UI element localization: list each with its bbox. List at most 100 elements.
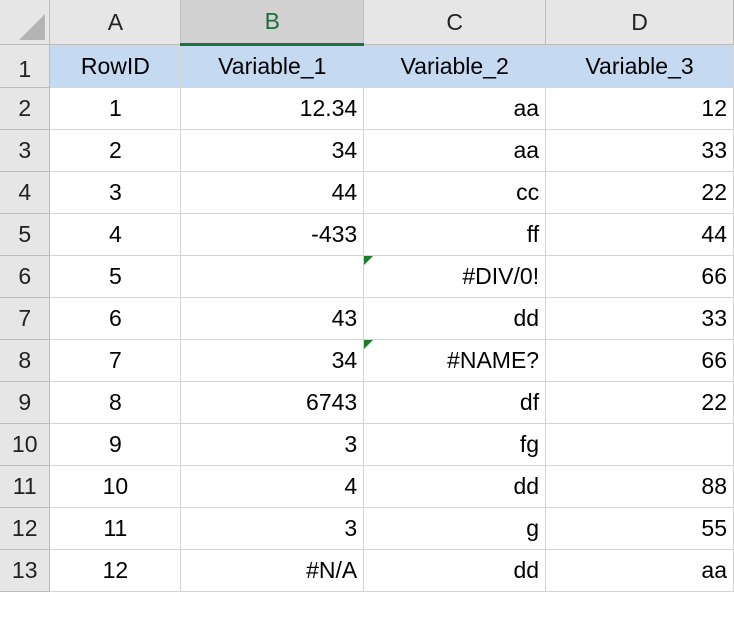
cell-d[interactable]: 66: [545, 339, 734, 382]
cell-c[interactable]: dd: [363, 549, 547, 592]
column-header-d[interactable]: D: [545, 0, 734, 45]
cell-b[interactable]: 12.34: [180, 87, 365, 130]
cell-c[interactable]: dd: [363, 297, 547, 340]
cell-d[interactable]: 66: [545, 255, 734, 298]
cell-value: 8: [109, 389, 122, 415]
cell-a[interactable]: 2: [49, 129, 182, 172]
cell-b[interactable]: 4: [180, 465, 365, 508]
cell-value: 3: [109, 179, 122, 205]
table-row: 4 3 44 cc 22: [0, 171, 734, 214]
cell-value: #DIV/0!: [462, 263, 540, 289]
cell-d[interactable]: 22: [545, 381, 734, 424]
row-header[interactable]: 6: [0, 255, 51, 298]
cell-a[interactable]: 5: [49, 255, 182, 298]
cell-value: 7: [18, 305, 32, 331]
row-header[interactable]: 13: [0, 549, 51, 592]
cell-value: 43: [331, 305, 358, 331]
row-header[interactable]: 9: [0, 381, 51, 424]
cell-d[interactable]: 22: [545, 171, 734, 214]
cell-value: 4: [109, 221, 122, 247]
cell-d1[interactable]: Variable_3: [545, 44, 734, 88]
cell-d[interactable]: 55: [545, 507, 734, 550]
cell-d[interactable]: 33: [545, 297, 734, 340]
table-row: 10 9 3 fg: [0, 423, 734, 466]
cell-c[interactable]: aa: [363, 87, 547, 130]
cell-b[interactable]: 3: [180, 423, 365, 466]
cell-value: 10: [102, 473, 129, 499]
cell-c[interactable]: aa: [363, 129, 547, 172]
cell-a[interactable]: 10: [49, 465, 182, 508]
cell-a[interactable]: 11: [49, 507, 182, 550]
row-header[interactable]: 2: [0, 87, 51, 130]
cell-b[interactable]: 44: [180, 171, 365, 214]
column-header-b[interactable]: B: [180, 0, 365, 46]
cell-b[interactable]: [180, 255, 365, 298]
row-header[interactable]: 7: [0, 297, 51, 340]
error-indicator-icon[interactable]: [364, 340, 374, 349]
cell-b[interactable]: 3: [180, 507, 365, 550]
cell-c[interactable]: df: [363, 381, 547, 424]
cell-value: ff: [526, 221, 540, 247]
cell-c[interactable]: ff: [363, 213, 547, 256]
cell-d[interactable]: 88: [545, 465, 734, 508]
table-row: 2 1 12.34 aa 12: [0, 87, 734, 130]
cell-a[interactable]: 8: [49, 381, 182, 424]
select-all-button[interactable]: [0, 0, 51, 45]
cell-a[interactable]: 7: [49, 339, 182, 382]
cell-d[interactable]: 12: [545, 87, 734, 130]
cell-value: 33: [701, 137, 727, 163]
row-header[interactable]: 8: [0, 339, 51, 382]
column-header-a[interactable]: A: [49, 0, 182, 45]
cell-b[interactable]: 43: [180, 297, 365, 340]
cell-value: 34: [331, 137, 358, 163]
table-row: 11 10 4 dd 88: [0, 465, 734, 508]
cell-a[interactable]: 12: [49, 549, 182, 592]
table-row: 6 5 #DIV/0! 66: [0, 255, 734, 298]
column-header-c[interactable]: C: [363, 0, 547, 45]
cell-value: aa: [513, 95, 540, 121]
cell-c[interactable]: #NAME?: [363, 339, 547, 382]
cell-value: 3: [344, 515, 358, 541]
cell-d[interactable]: aa: [545, 549, 734, 592]
cell-value: 66: [701, 347, 727, 373]
cell-value: 5: [109, 263, 122, 289]
row-header[interactable]: 11: [0, 465, 51, 508]
cell-value: 4: [18, 179, 32, 205]
row-header[interactable]: 12: [0, 507, 51, 550]
cell-b[interactable]: -433: [180, 213, 365, 256]
cell-value: 6: [18, 263, 32, 289]
cell-c[interactable]: g: [363, 507, 547, 550]
cell-value: 22: [701, 179, 727, 205]
cell-c[interactable]: cc: [363, 171, 547, 214]
table-row: 3 2 34 aa 33: [0, 129, 734, 172]
row-header[interactable]: 4: [0, 171, 51, 214]
cell-c[interactable]: dd: [363, 465, 547, 508]
cell-a[interactable]: 1: [49, 87, 182, 130]
cell-value: 55: [701, 515, 727, 541]
cell-d[interactable]: [545, 423, 734, 466]
row-header[interactable]: 10: [0, 423, 51, 466]
cell-b[interactable]: 34: [180, 129, 365, 172]
cell-b1[interactable]: Variable_1: [180, 44, 365, 88]
cell-b[interactable]: 6743: [180, 381, 365, 424]
row-header[interactable]: 1: [0, 44, 51, 88]
row-header[interactable]: 3: [0, 129, 51, 172]
cell-a[interactable]: 3: [49, 171, 182, 214]
cell-d[interactable]: 44: [545, 213, 734, 256]
cell-b[interactable]: #N/A: [180, 549, 365, 592]
cell-c[interactable]: #DIV/0!: [363, 255, 547, 298]
cell-a[interactable]: 6: [49, 297, 182, 340]
cell-value: 12.34: [299, 95, 358, 121]
select-all-triangle-icon: [19, 14, 46, 40]
cell-a[interactable]: 9: [49, 423, 182, 466]
row-header[interactable]: 5: [0, 213, 51, 256]
cell-a[interactable]: 4: [49, 213, 182, 256]
error-indicator-icon[interactable]: [364, 256, 374, 265]
cell-value: 13: [11, 557, 38, 583]
cell-c1[interactable]: Variable_2: [363, 44, 547, 88]
cell-value: cc: [516, 179, 540, 205]
cell-a1[interactable]: RowID: [49, 44, 182, 88]
cell-b[interactable]: 34: [180, 339, 365, 382]
cell-d[interactable]: 33: [545, 129, 734, 172]
cell-c[interactable]: fg: [363, 423, 547, 466]
